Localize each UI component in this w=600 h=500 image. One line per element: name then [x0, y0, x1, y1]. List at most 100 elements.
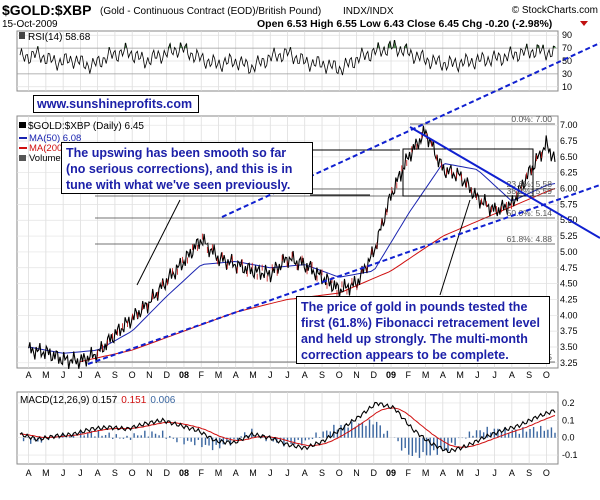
- month-tick-label: S: [526, 370, 532, 380]
- month-tick-label: O: [543, 370, 550, 380]
- month-tick-label: O: [543, 468, 550, 478]
- month-tick-label: J: [285, 468, 290, 478]
- header-symbol: $GOLD:$XBP: [2, 2, 91, 18]
- month-tick-label: J: [78, 370, 83, 380]
- rsi-label: RSI(14) 58.68: [28, 32, 91, 43]
- volume-legend: Volume: [29, 153, 61, 164]
- month-tick-label: A: [509, 468, 515, 478]
- price-tick-label: 6.75: [560, 136, 578, 146]
- header-source: © StockCharts.com: [512, 5, 598, 16]
- fib-level-label: 61.8%: 4.88: [507, 234, 553, 244]
- macd-plot: [19, 401, 556, 458]
- ma200-legend: MA(200: [29, 143, 62, 154]
- month-tick-label: F: [198, 370, 204, 380]
- rsi-legend-swatch: [19, 32, 25, 39]
- macd-line: [19, 401, 556, 454]
- macd-tick-label: -0.1: [562, 450, 578, 460]
- down-arrow-icon: [580, 21, 588, 26]
- month-tick-label: 08: [179, 468, 189, 478]
- macd-tick-label: 0.1: [562, 415, 575, 425]
- lower-trend-line: [87, 184, 600, 365]
- month-tick-label: J: [268, 370, 273, 380]
- month-tick-label: A: [26, 370, 32, 380]
- header-ohlc: Open 6.53 High 6.55 Low 6.43 Close 6.45 …: [257, 18, 552, 30]
- price-tick-label: 6.25: [560, 168, 578, 178]
- fib-level-label: 23.6%: 5.58: [507, 179, 553, 189]
- month-tick-label: A: [440, 468, 446, 478]
- rsi-tick-label: 90: [562, 30, 572, 40]
- month-tick-label: M: [215, 468, 223, 478]
- month-tick-label: J: [268, 468, 273, 478]
- month-tick-label: N: [353, 468, 360, 478]
- month-tick-label: J: [475, 370, 480, 380]
- price-legend: $GOLD:$XBP (Daily) 6.45: [28, 121, 144, 132]
- grid-lines: [17, 31, 558, 464]
- note-fibonacci: The price of gold in pounds tested the f…: [296, 296, 550, 364]
- callout-bracket: [402, 148, 534, 197]
- price-line: [28, 125, 556, 369]
- price-tick-label: 3.50: [560, 342, 578, 352]
- month-tick-label: S: [526, 468, 532, 478]
- month-tick-label: M: [42, 370, 50, 380]
- month-tick-label: 08: [179, 370, 189, 380]
- price-tick-label: 5.25: [560, 231, 578, 241]
- month-tick-label: F: [406, 468, 412, 478]
- month-tick-label: S: [319, 468, 325, 478]
- price-tick-label: 7.00: [560, 120, 578, 130]
- month-tick-label: J: [61, 468, 66, 478]
- month-tick-label: S: [319, 370, 325, 380]
- month-tick-label: D: [371, 370, 378, 380]
- month-tick-label: M: [422, 468, 430, 478]
- ma50-legend: MA(50) 6.08: [29, 133, 81, 144]
- month-tick-label: J: [475, 468, 480, 478]
- price-plot: [28, 125, 556, 369]
- month-tick-label: F: [198, 468, 204, 478]
- axis-labels: AAMMJJJJAASSOONNDD0808FFMMAAMMJJJJAASSOO…: [26, 30, 578, 478]
- fib-level-label: 50.0%: 5.14: [507, 208, 553, 218]
- month-tick-label: J: [492, 468, 497, 478]
- rsi-line: [19, 40, 556, 76]
- month-tick-label: N: [146, 370, 153, 380]
- upper-trend-line: [221, 42, 600, 218]
- fib-level-label: 38.2%: 5.59: [507, 186, 553, 196]
- month-tick-label: J: [492, 370, 497, 380]
- price-tick-label: 4.25: [560, 294, 578, 304]
- month-tick-label: O: [129, 370, 136, 380]
- month-tick-label: M: [249, 468, 257, 478]
- month-tick-label: A: [302, 370, 308, 380]
- volume-legend-swatch: [19, 155, 26, 161]
- rsi-plot: [19, 40, 556, 76]
- month-tick-label: O: [129, 468, 136, 478]
- month-tick-label: O: [336, 370, 343, 380]
- price-tick-label: 5.00: [560, 247, 578, 257]
- month-tick-label: M: [215, 370, 223, 380]
- month-tick-label: A: [302, 468, 308, 478]
- month-tick-label: 09: [386, 370, 396, 380]
- month-tick-label: A: [26, 468, 32, 478]
- month-tick-label: A: [440, 370, 446, 380]
- month-tick-label: M: [42, 468, 50, 478]
- website-label[interactable]: www.sunshineprofits.com: [33, 95, 199, 113]
- callout-pointer-4: [439, 199, 471, 296]
- header-description: (Gold - Continuous Contract (EOD)/Britis…: [100, 6, 321, 17]
- rsi-tick-label: 50: [562, 56, 572, 66]
- month-tick-label: D: [163, 370, 170, 380]
- month-tick-label: M: [456, 370, 464, 380]
- price-tick-label: 3.25: [560, 358, 578, 368]
- month-tick-label: F: [406, 370, 412, 380]
- month-tick-label: 09: [386, 468, 396, 478]
- price-tick-label: 4.00: [560, 310, 578, 320]
- macd-tick-label: 0.2: [562, 398, 575, 408]
- header-date: 15-Oct-2009: [2, 19, 58, 30]
- month-tick-label: O: [336, 468, 343, 478]
- month-tick-label: S: [112, 370, 118, 380]
- downtrend-line: [409, 126, 600, 239]
- ma200-line: [80, 188, 556, 363]
- price-tick-label: 3.75: [560, 326, 578, 336]
- month-tick-label: J: [61, 370, 66, 380]
- month-tick-label: S: [112, 468, 118, 478]
- month-tick-label: A: [233, 370, 239, 380]
- rsi-tick-label: 70: [562, 43, 572, 53]
- price-tick-label: 6.00: [560, 184, 578, 194]
- month-tick-label: M: [422, 370, 430, 380]
